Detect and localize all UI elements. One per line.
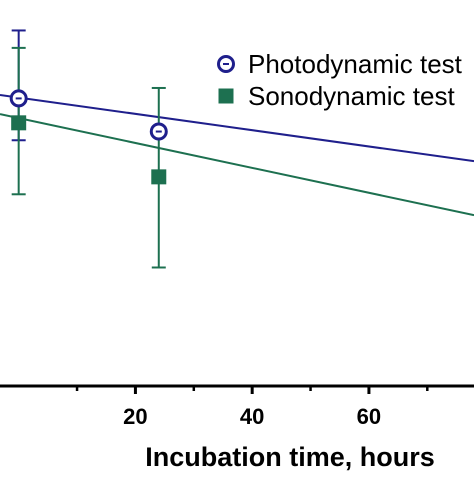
fit-line: [0, 113, 474, 217]
fit-line: [0, 93, 474, 163]
x-tick-label: 20: [123, 404, 147, 429]
legend-label: Sonodynamic test: [248, 81, 455, 111]
x-axis: 20 40 60: [0, 384, 474, 429]
x-tick-label: 40: [240, 404, 264, 429]
fit-lines: [0, 93, 474, 217]
x-tick-label: 60: [357, 404, 381, 429]
x-axis-title: Incubation time, hours: [145, 442, 435, 472]
data-markers: [9, 89, 168, 185]
data-point-square: [11, 115, 27, 131]
legend-marker-square: [218, 88, 234, 104]
data-point-square: [151, 169, 167, 185]
legend-label: Photodynamic test: [248, 49, 463, 79]
error-bars: [11, 29, 166, 269]
